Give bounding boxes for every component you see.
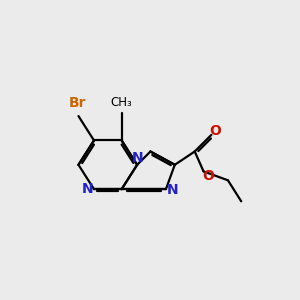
Text: N: N — [82, 182, 94, 196]
Text: O: O — [209, 124, 221, 138]
Text: N: N — [166, 183, 178, 197]
Text: CH₃: CH₃ — [111, 96, 133, 110]
Text: Br: Br — [69, 96, 86, 110]
Text: O: O — [202, 169, 214, 183]
Text: N: N — [132, 151, 143, 165]
